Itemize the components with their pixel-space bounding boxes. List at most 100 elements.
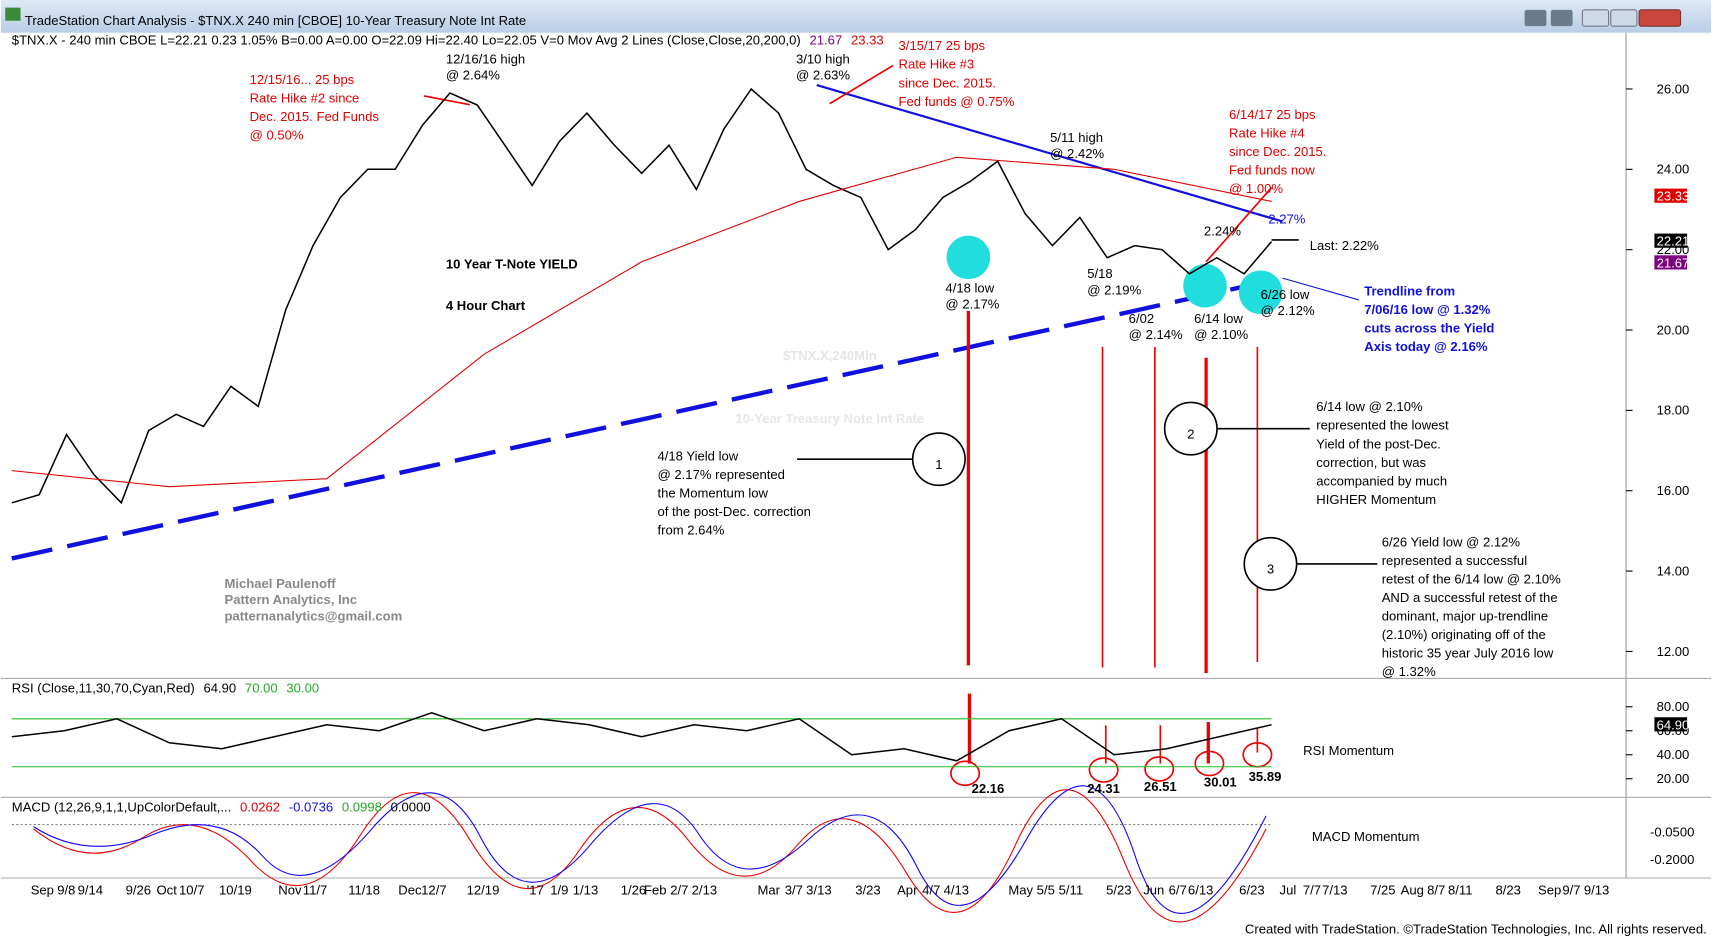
s-button[interactable] (1524, 9, 1547, 27)
y-tick-label: 24.00 (1657, 162, 1690, 177)
x-tick-label: 1/26 (621, 882, 646, 897)
annotation: Pattern Analytics, Inc (224, 592, 357, 607)
x-tick-label: 3/23 (855, 882, 880, 897)
x-tick-label: Nov (278, 882, 302, 897)
x-tick-label: 9/13 (1584, 882, 1609, 897)
marker-label: 2 (1187, 426, 1194, 441)
x-tick-label: 4/13 (944, 882, 969, 897)
annotation: @ 2.63% (796, 68, 850, 83)
rsi-low-label: 24.31 (1087, 781, 1120, 796)
macd-tick-label: -0.0500 (1650, 825, 1694, 840)
x-tick-label: 9/14 (78, 882, 103, 897)
value-badge-label: 64.90 (1657, 717, 1690, 732)
window-buttons[interactable] (1524, 9, 1682, 27)
x-tick-label: 9/26 (126, 882, 151, 897)
annotation: cuts across the Yield (1364, 321, 1494, 336)
minimize-button[interactable] (1581, 9, 1610, 27)
annotation: 6/14/17 25 bps (1229, 107, 1316, 122)
x-tick-label: 1/13 (573, 882, 598, 897)
annotation: @ 1.32% (1382, 664, 1436, 679)
low-highlight (1183, 263, 1227, 308)
x-tick-label: 6/7 (1169, 882, 1187, 897)
annotation: 12/15/16... 25 bps (250, 72, 355, 87)
pointer (423, 95, 471, 106)
x-tick-label: 5/23 (1106, 882, 1131, 897)
value-badge-label: 22.21 (1657, 234, 1690, 249)
x-tick-label: 10/19 (219, 882, 252, 897)
x-tick-label: 12/19 (467, 882, 500, 897)
x-tick-label: 7/13 (1322, 882, 1347, 897)
watermark-name: 10-Year Treasury Note Int Rate (735, 411, 924, 426)
y-tick-label: 26.00 (1657, 81, 1690, 96)
annotation: 5/11 high (1050, 130, 1103, 145)
macd-value: 0.0998 (342, 799, 382, 814)
x-tick-label: 8/7 (1427, 882, 1445, 897)
x-tick-label: Sep (31, 882, 54, 897)
series-line (11, 711, 1272, 762)
annotation: 6/26 low (1261, 287, 1310, 302)
macd-tick-label: -0.2000 (1650, 852, 1694, 867)
annotation: represented the lowest (1316, 418, 1449, 433)
x-tick-label: 6/13 (1188, 882, 1213, 897)
annotation: @ 2.10% (1194, 327, 1248, 342)
annotation: from 2.64% (657, 522, 724, 537)
annotation: @ 2.17% represented (657, 467, 784, 482)
x-tick-label: May (1008, 882, 1033, 897)
annotation: 10 Year T-Note YIELD (446, 256, 578, 271)
annotation: retest of the 6/14 low @ 2.10% (1382, 572, 1561, 587)
rsi-header: RSI (Close,11,30,70,Cyan,Red) (12, 681, 195, 696)
annotation: since Dec. 2015. (1229, 144, 1326, 159)
rsi-low-label: 22.16 (972, 781, 1005, 796)
annotation: 5/18 (1087, 266, 1112, 281)
x-tick-label: Oct (156, 882, 177, 897)
x-tick-label: 12/7 (421, 882, 446, 897)
panel-label: MACD Momentum (1312, 829, 1420, 844)
annotation: 6/14 low @ 2.10% (1316, 399, 1423, 414)
x-tick-label: Mar (757, 882, 780, 897)
annotation: @ 2.19% (1087, 282, 1141, 297)
x-tick-label: 4/7 (922, 882, 940, 897)
close-button[interactable] (1638, 9, 1682, 27)
annotation: accompanied by much (1316, 473, 1447, 488)
toolbar-button[interactable] (1550, 9, 1573, 27)
pointer (829, 64, 894, 105)
y-tick-label: 18.00 (1657, 403, 1690, 418)
annotation: Axis today @ 2.16% (1364, 339, 1488, 354)
value-badge (1654, 188, 1688, 203)
window-title: TradeStation Chart Analysis - $TNX.X 240… (25, 13, 526, 28)
callout-lines (797, 427, 1378, 565)
marker-label: 3 (1267, 562, 1274, 577)
value-badge (1654, 255, 1688, 270)
x-tick-label: 11/7 (303, 882, 327, 897)
annotation: Fed funds @ 0.75% (899, 94, 1015, 109)
x-tick-label: 8/23 (1496, 882, 1521, 897)
annotation: @ 2.14% (1129, 327, 1183, 342)
annotation: @ 0.50% (250, 128, 304, 143)
low-highlight (946, 235, 991, 280)
panel-label: RSI Momentum (1303, 743, 1394, 758)
annotation: 4 Hour Chart (446, 298, 526, 313)
annotation: @ 2.17% (945, 297, 999, 312)
x-tick-label: 3/7 (785, 882, 803, 897)
annotation: Trendline from (1364, 284, 1455, 299)
x-tick-label: 2/13 (692, 882, 717, 897)
x-tick-label: 10/7 (179, 882, 204, 897)
y-tick-label: 80.00 (1657, 699, 1690, 714)
annotation: @ 1.00% (1229, 181, 1283, 196)
macd-signal (33, 789, 1267, 923)
annotation: 4/18 low (945, 280, 994, 295)
pointer (1205, 187, 1273, 263)
x-tick-label: 5/5 (1037, 882, 1055, 897)
annotation: 6/14 low (1194, 311, 1243, 326)
macd-header: MACD (12,26,9,1,1,UpColorDefault,... (12, 799, 232, 814)
series-line (11, 87, 1273, 505)
value-badge (1654, 717, 1688, 732)
marker-circle (911, 432, 966, 487)
rsi-value: 64.90 (203, 681, 236, 696)
annotation: Dec. 2015. Fed Funds (250, 109, 380, 124)
restore-button[interactable] (1610, 9, 1638, 27)
value-badge (1654, 233, 1688, 248)
annotation: 3/10 high (796, 51, 850, 66)
y-tick-label: 14.00 (1657, 563, 1690, 578)
value-badge-label: 23.33 (1657, 189, 1690, 204)
